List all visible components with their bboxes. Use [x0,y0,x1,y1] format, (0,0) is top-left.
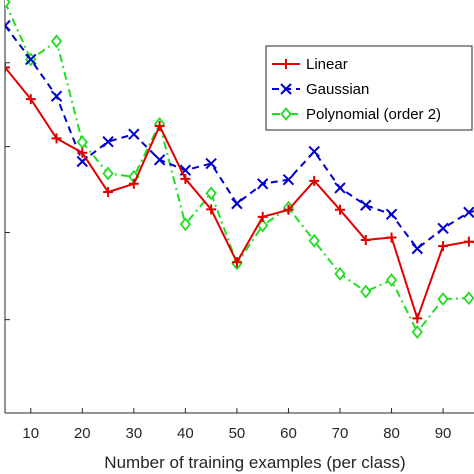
series-line [5,66,474,322]
data-point [5,0,11,9]
data-point [334,266,346,281]
data-point [256,178,269,190]
data-point [386,232,397,243]
x-tick-label: 80 [383,425,400,442]
data-point [128,128,140,140]
data-point [102,135,114,148]
x-tick-label: 70 [332,425,349,442]
x-axis-label: Number of training examples (per class) [104,453,405,472]
data-point [205,157,217,170]
data-point [308,233,320,248]
data-point [257,211,268,222]
x-tick-label: 50 [229,425,246,442]
data-point [76,135,88,149]
data-point [283,204,294,215]
x-tick-label: 30 [126,425,143,442]
legend-item: Linear [272,56,348,73]
legend-box [265,45,473,131]
legend-swatch-marker [281,59,291,69]
data-point [25,94,36,105]
data-point [463,236,474,247]
data-point [205,186,217,201]
series-line [5,25,474,251]
data-point [206,204,217,215]
x-tick-label: 10 [22,425,39,442]
data-point [50,34,63,49]
data-point [334,182,346,194]
data-point [385,208,398,221]
data-point [51,133,62,144]
data-point [360,234,371,245]
data-point [411,325,423,339]
data-point [5,19,11,32]
data-point [153,154,166,166]
legend-label: Gaussian [306,81,369,98]
x-tick-labels: 10 20 30 40 50 60 70 80 90 [22,425,451,442]
data-point [463,291,474,306]
x-tick-label: 40 [177,425,194,442]
data-point [412,313,423,324]
data-point [437,222,449,235]
legend-label: Linear [306,56,348,73]
series-linear [5,62,474,324]
data-point [128,178,139,189]
legend-swatch-marker [280,83,292,95]
legend-item: Gaussian [272,81,369,98]
data-point [463,206,474,218]
data-point [360,284,372,299]
data-point [385,273,398,287]
data-point [411,242,424,255]
data-point [309,175,320,186]
data-point [50,90,63,102]
series-line [5,1,474,334]
data-point [77,147,88,158]
data-point [335,204,345,215]
legend-swatch-marker [280,107,292,121]
data-point [154,120,165,131]
series-group [5,0,474,339]
data-point [5,62,10,73]
data-point [102,166,114,181]
legend: Linear Gaussian Polynomial (order 2) [265,45,473,131]
legend-item: Polynomial (order 2) [272,106,441,123]
x-tick-label: 20 [74,425,91,442]
data-point [308,145,320,158]
data-point [103,187,114,198]
data-point [360,199,372,211]
x-tick-label: 90 [435,425,452,442]
legend-label: Polynomial (order 2) [306,106,441,123]
series-gaussian [5,19,474,255]
data-point [231,257,242,268]
data-point [437,292,449,306]
data-point [180,173,191,184]
data-point [438,241,449,252]
data-point [231,197,243,210]
x-tick-label: 60 [280,425,297,442]
data-point [179,217,192,232]
data-point [282,173,295,186]
data-point [25,53,37,66]
